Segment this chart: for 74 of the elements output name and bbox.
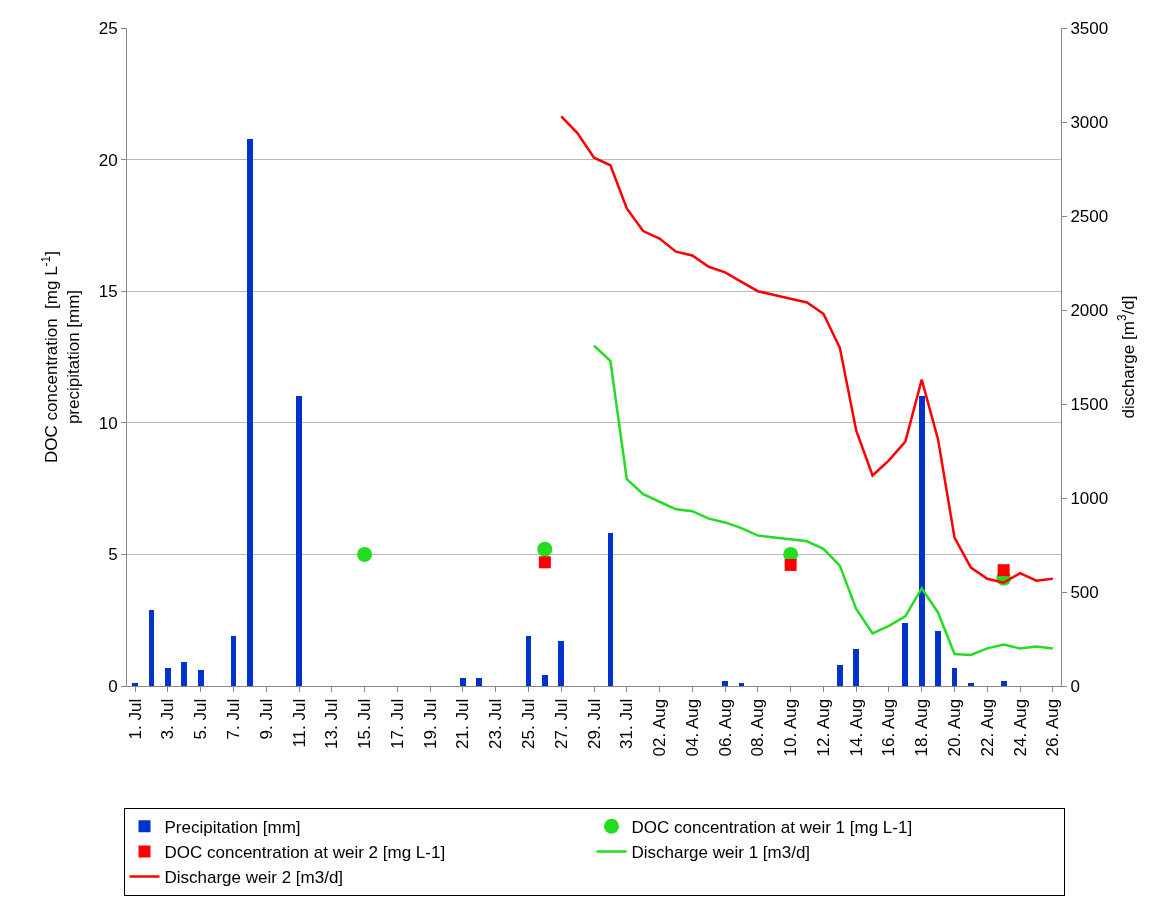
bar: [132, 683, 138, 686]
bar: [608, 533, 613, 686]
x-tick-label: 02. Aug: [650, 698, 670, 757]
bar: [853, 649, 859, 686]
bar: [231, 636, 236, 686]
bar: [296, 396, 302, 686]
x-tick-label: 9. Jul: [256, 698, 276, 740]
x-tick-label: 3. Jul: [158, 698, 178, 740]
x-tick-label: 18. Aug: [912, 698, 932, 757]
bar: [476, 678, 482, 686]
y-tick-label: 20: [98, 150, 118, 170]
y2-tick-label: 3000: [1070, 112, 1109, 132]
bar: [952, 668, 957, 686]
y2-tick-label: 2500: [1070, 206, 1109, 226]
x-tick-label: 5. Jul: [191, 698, 211, 740]
x-tick-label: 14. Aug: [846, 698, 866, 757]
legend-label: Discharge weir 2 [m3/d]: [164, 868, 344, 888]
bar: [739, 683, 744, 686]
bar: [935, 631, 941, 686]
x-tick-label: 31. Jul: [617, 698, 637, 749]
bar: [722, 681, 728, 686]
bar: [902, 623, 908, 686]
bar: [968, 683, 974, 686]
x-tick-label: 22. Aug: [977, 698, 997, 757]
x-tick-label: 19. Jul: [420, 698, 440, 749]
y2-tick-label: 500: [1070, 582, 1099, 602]
y-tick-label: 25: [98, 18, 118, 38]
x-tick-label: 17. Jul: [387, 698, 407, 749]
bar: [198, 670, 204, 686]
x-tick-label: 04. Aug: [682, 698, 702, 757]
x-tick-label: 06. Aug: [715, 698, 735, 757]
bar: [1001, 681, 1007, 686]
y2-tick-label: 3500: [1070, 18, 1109, 38]
x-tick-label: 16. Aug: [879, 698, 899, 757]
line-series: [559, 115, 1055, 584]
y-tick-label: 10: [98, 413, 118, 433]
x-tick-label: 1. Jul: [125, 698, 145, 740]
legend-label: Discharge weir 1 [m3/d]: [631, 843, 811, 863]
x-tick-label: 21. Jul: [453, 698, 473, 749]
x-tick-label: 11. Jul: [289, 698, 309, 748]
x-tick-label: 27. Jul: [551, 698, 571, 749]
y2-tick-label: 1000: [1070, 488, 1109, 508]
bar: [558, 641, 564, 686]
bar: [837, 665, 843, 686]
x-tick-label: 15. Jul: [355, 698, 375, 749]
x-tick-label: 29. Jul: [584, 698, 604, 749]
line-series: [592, 344, 1055, 657]
bar: [526, 636, 531, 686]
bar: [149, 610, 154, 686]
x-tick-label: 10. Aug: [781, 698, 801, 757]
bar: [165, 668, 171, 686]
bar: [460, 678, 466, 686]
x-tick-label: 13. Jul: [322, 698, 342, 749]
bar: [542, 675, 548, 686]
x-tick-label: 08. Aug: [748, 698, 768, 757]
legend-label: DOC concentration at weir 1 [mg L-1]: [631, 817, 913, 837]
x-tick-label: 7. Jul: [224, 698, 244, 740]
y2-tick-label: 2000: [1070, 300, 1109, 320]
bar: [247, 139, 253, 686]
legend-label: Precipitation [mm]: [164, 817, 301, 837]
y-tick-label: 5: [108, 545, 118, 565]
x-tick-label: 24. Aug: [1010, 698, 1030, 757]
x-tick-label: 25. Jul: [518, 698, 538, 749]
y2-tick-label: 0: [1070, 676, 1080, 696]
x-tick-label: 12. Aug: [813, 698, 833, 757]
y-tick-label: 15: [98, 282, 118, 302]
x-tick-label: 20. Aug: [945, 698, 965, 757]
bar: [181, 662, 187, 686]
x-tick-label: 26. Aug: [1043, 698, 1063, 757]
x-tick-label: 23. Jul: [486, 698, 506, 749]
y-tick-label: 0: [108, 676, 118, 696]
bar: [919, 396, 925, 686]
legend-label: DOC concentration at weir 2 [mg L-1]: [164, 843, 446, 863]
y2-tick-label: 1500: [1070, 394, 1109, 414]
